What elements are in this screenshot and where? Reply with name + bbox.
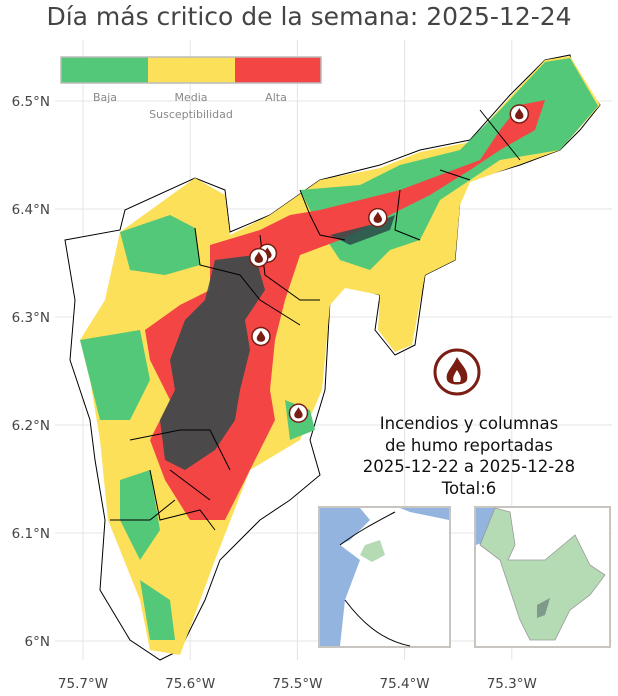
- y-tick-label: 6°N: [25, 634, 50, 650]
- legend-title: Susceptibilidad: [149, 108, 233, 121]
- x-tick-label: 75.6°W: [165, 676, 215, 692]
- y-tick-label: 6.2°N: [12, 418, 50, 434]
- legend-label-media: Media: [174, 91, 207, 104]
- legend-swatch-baja: [61, 57, 148, 83]
- summary-line: de humo reportadas: [385, 435, 553, 455]
- y-tick-label: 6.3°N: [12, 310, 50, 326]
- legend-label-baja: Baja: [93, 91, 117, 104]
- legend-swatch-media: [148, 57, 235, 83]
- x-tick-label: 75.4°W: [380, 676, 430, 692]
- x-tick-label: 75.5°W: [272, 676, 322, 692]
- inset-colombia: [318, 506, 451, 648]
- fire-marker[interactable]: [251, 326, 271, 347]
- fire-marker[interactable]: [368, 207, 388, 228]
- y-tick-label: 6.1°N: [12, 526, 50, 542]
- zone-dense: [160, 215, 395, 470]
- zone-baja: [80, 58, 598, 640]
- fire-marker[interactable]: [288, 403, 309, 423]
- fire-marker[interactable]: [249, 247, 269, 268]
- zone-alta: [145, 100, 545, 520]
- summary-total: Total:6: [441, 478, 497, 498]
- y-tick-label: 6.5°N: [12, 94, 50, 110]
- fire-summary: Incendios y columnas de humo reportadas …: [340, 413, 598, 499]
- municipal-boundaries: [110, 109, 521, 531]
- inset-antioquia: [474, 506, 611, 648]
- fire-marker[interactable]: [509, 104, 530, 124]
- x-tick-label: 75.7°W: [58, 676, 108, 692]
- x-tick-label: 75.3°W: [487, 676, 537, 692]
- summary-line: Incendios y columnas: [379, 414, 559, 433]
- summary-date-range: 2025-12-22 a 2025-12-28: [362, 457, 576, 476]
- legend: Baja Media Alta Susceptibilidad: [60, 56, 322, 121]
- fire-legend-icon: [433, 348, 481, 396]
- y-tick-label: 6.4°N: [12, 202, 50, 218]
- legend-label-alta: Alta: [265, 91, 287, 104]
- legend-swatch-alta: [235, 57, 321, 83]
- map-title: Día más critico de la semana: 2025-12-24: [46, 2, 572, 31]
